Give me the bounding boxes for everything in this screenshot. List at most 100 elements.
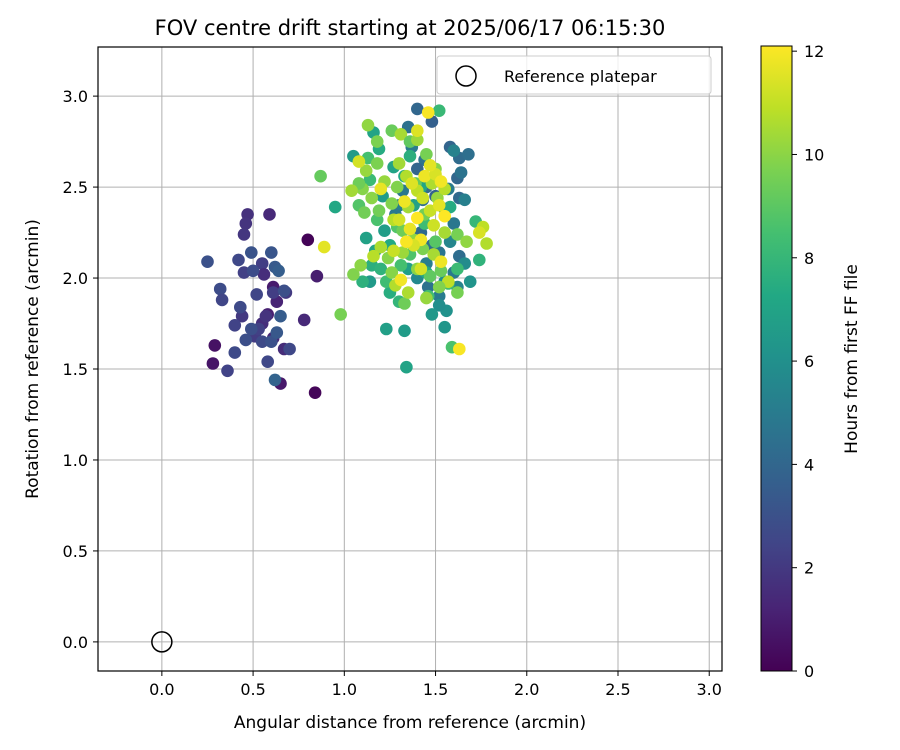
legend: Reference platepar bbox=[436, 55, 712, 95]
data-point bbox=[411, 133, 424, 147]
data-point bbox=[239, 333, 253, 347]
data-point bbox=[438, 320, 452, 334]
data-point bbox=[460, 235, 473, 248]
data-point bbox=[421, 280, 435, 294]
data-point bbox=[358, 206, 371, 219]
data-point bbox=[411, 211, 424, 225]
data-point bbox=[423, 159, 437, 172]
data-point bbox=[257, 268, 271, 281]
data-point bbox=[451, 286, 464, 299]
colorbar-tick-label: 8 bbox=[804, 249, 814, 268]
scatter-points bbox=[201, 102, 493, 400]
chart-title: FOV centre drift starting at 2025/06/17 … bbox=[155, 16, 666, 40]
data-point bbox=[403, 149, 417, 163]
data-point bbox=[400, 235, 413, 248]
data-point bbox=[432, 289, 446, 303]
data-point bbox=[245, 322, 258, 336]
data-point bbox=[374, 240, 388, 254]
colorbar-tick-label: 4 bbox=[804, 455, 814, 474]
data-point bbox=[432, 199, 446, 212]
data-point bbox=[228, 346, 242, 359]
data-point bbox=[394, 259, 408, 272]
data-point bbox=[462, 148, 475, 161]
x-tick-label: 1.0 bbox=[332, 680, 357, 699]
data-point bbox=[237, 228, 251, 241]
data-point bbox=[480, 237, 493, 250]
colorbar-tick-label: 6 bbox=[804, 352, 814, 371]
data-point bbox=[232, 253, 245, 267]
data-point bbox=[385, 266, 399, 279]
y-tick-label: 3.0 bbox=[63, 87, 88, 106]
data-point bbox=[451, 262, 464, 276]
data-point bbox=[308, 386, 322, 400]
data-point bbox=[361, 118, 375, 132]
data-point bbox=[270, 326, 284, 339]
data-point bbox=[297, 313, 311, 327]
data-point bbox=[403, 222, 417, 236]
y-tick-label: 1.5 bbox=[63, 360, 88, 379]
data-point bbox=[423, 204, 437, 217]
data-point bbox=[405, 177, 419, 190]
data-point bbox=[347, 268, 360, 281]
data-point bbox=[453, 342, 466, 356]
y-tick-label: 2.0 bbox=[63, 269, 88, 288]
data-point bbox=[394, 128, 408, 141]
data-point bbox=[228, 319, 242, 332]
data-point bbox=[473, 226, 486, 239]
data-point bbox=[215, 293, 229, 307]
data-point bbox=[265, 246, 278, 259]
data-point bbox=[392, 213, 406, 227]
x-tick-label: 1.5 bbox=[423, 680, 448, 699]
x-tick-label: 3.0 bbox=[697, 680, 722, 699]
y-tick-label: 0.5 bbox=[63, 542, 88, 561]
data-point bbox=[385, 197, 399, 210]
data-point bbox=[365, 191, 379, 205]
data-point bbox=[420, 291, 433, 305]
colorbar: 0 2 4 6 8 10 12 Hours from first FF file bbox=[760, 42, 862, 681]
data-point bbox=[414, 262, 428, 276]
data-point bbox=[392, 157, 406, 170]
data-point bbox=[201, 255, 214, 268]
data-point bbox=[370, 135, 384, 148]
data-point bbox=[454, 166, 468, 179]
data-point bbox=[328, 200, 342, 214]
data-point bbox=[401, 286, 415, 299]
data-point bbox=[398, 324, 411, 338]
data-point bbox=[372, 204, 386, 217]
x-axis-label: Angular distance from reference (arcmin) bbox=[234, 713, 586, 733]
data-point bbox=[451, 228, 464, 241]
data-point bbox=[265, 335, 278, 349]
data-point bbox=[429, 235, 442, 248]
y-axis-label: Rotation from reference (arcmin) bbox=[23, 219, 43, 499]
data-point bbox=[208, 339, 222, 352]
data-point bbox=[463, 275, 477, 289]
data-point bbox=[443, 200, 457, 214]
legend-label: Reference platepar bbox=[504, 67, 657, 86]
data-point bbox=[387, 244, 400, 258]
data-point bbox=[432, 104, 446, 117]
y-axis-ticks: 0.0 0.5 1.0 1.5 2.0 2.5 3.0 bbox=[63, 87, 98, 652]
data-point bbox=[447, 144, 461, 157]
data-point bbox=[380, 322, 393, 336]
colorbar-tick-label: 12 bbox=[804, 42, 824, 61]
y-tick-label: 1.0 bbox=[63, 451, 88, 470]
data-point bbox=[425, 308, 439, 321]
data-point bbox=[277, 284, 291, 298]
data-point bbox=[378, 224, 391, 237]
x-tick-label: 2.0 bbox=[514, 680, 539, 699]
y-tick-label: 2.5 bbox=[63, 178, 88, 197]
data-point bbox=[272, 264, 285, 278]
colorbar-gradient bbox=[760, 45, 793, 672]
data-point bbox=[438, 209, 452, 223]
data-point bbox=[427, 219, 441, 232]
data-point bbox=[374, 262, 388, 276]
data-point bbox=[246, 264, 260, 278]
data-point bbox=[398, 195, 411, 208]
x-axis-ticks: 0.0 0.5 1.0 1.5 2.0 2.5 3.0 bbox=[149, 671, 722, 699]
plot-frame bbox=[97, 46, 723, 672]
data-point bbox=[423, 269, 437, 283]
data-point bbox=[370, 157, 384, 170]
x-tick-label: 0.5 bbox=[240, 680, 265, 699]
data-point bbox=[434, 255, 448, 268]
